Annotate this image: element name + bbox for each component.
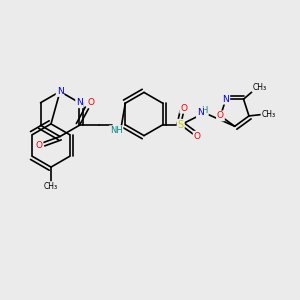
Text: O: O [180, 104, 187, 113]
Text: CH₃: CH₃ [261, 110, 275, 119]
Text: S: S [178, 120, 184, 130]
Text: CH₃: CH₃ [252, 83, 266, 92]
Text: N: N [76, 98, 83, 107]
Text: N: N [197, 108, 204, 117]
Text: H: H [202, 106, 208, 115]
Text: O: O [88, 98, 95, 107]
Text: N: N [57, 87, 63, 96]
Text: O: O [217, 111, 224, 120]
Text: O: O [194, 132, 201, 141]
Text: NH: NH [110, 126, 122, 135]
Text: CH₃: CH₃ [44, 182, 58, 191]
Text: N: N [223, 95, 229, 104]
Text: O: O [35, 141, 43, 150]
